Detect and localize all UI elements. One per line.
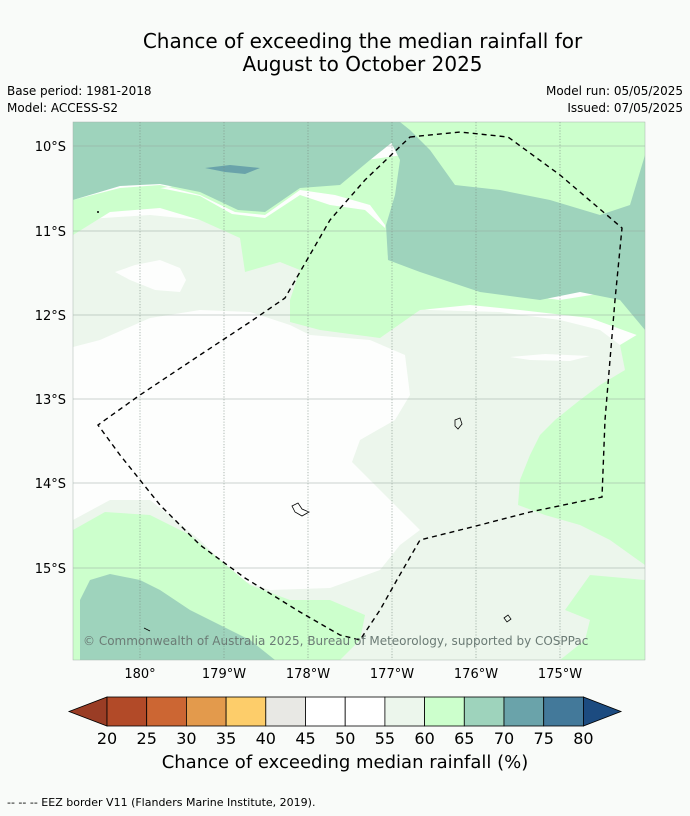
- lat-label-11s: 11°S: [35, 225, 66, 240]
- colorbar-tick-60: 60: [414, 729, 434, 748]
- band-50-55-patch-south: [285, 518, 340, 558]
- colorbar-segment-3: [225, 696, 267, 727]
- island-southeast: [503, 614, 512, 623]
- band-60-65-southeast: [560, 575, 645, 660]
- band-65-70-north: [235, 122, 645, 330]
- colorbar-over-arrow: [583, 696, 623, 727]
- gridlines: [139, 122, 561, 660]
- colorbar-tick-30: 30: [176, 729, 196, 748]
- colorbar-tick-75: 75: [534, 729, 554, 748]
- colorbar-tick-70: 70: [494, 729, 514, 748]
- model-run: Model run: 05/05/2025: [545, 84, 683, 98]
- colorbar-tick-65: 65: [454, 729, 474, 748]
- colorbar-segment-1: [146, 696, 187, 727]
- colorbar-segment-8: [424, 696, 465, 727]
- copyright-text: © Commonwealth of Australia 2025, Bureau…: [83, 634, 588, 648]
- lat-label-13s: 13°S: [35, 393, 66, 408]
- band-70-75-patch: [205, 165, 260, 174]
- lon-label-180: 180°: [124, 667, 155, 682]
- latitude-labels: 10°S 11°S 12°S 13°S 14°S 15°S: [35, 140, 66, 577]
- island-central: [291, 502, 310, 517]
- eez-footnote: -- -- -- EEZ border V11 (Flanders Marine…: [7, 796, 316, 809]
- band-65-70-southwest: [80, 574, 275, 660]
- colorbar-tick-25: 25: [137, 729, 157, 748]
- model-name: Model: ACCESS-S2: [7, 101, 119, 115]
- meta-left: Base period: 1981-2018 Model: ACCESS-S2: [7, 83, 152, 117]
- colorbar-segment-0: [106, 696, 148, 727]
- colorbar: 20 25 30 35 40 45 50 55 60 65 70 75 80: [67, 696, 623, 748]
- map-frame: [72, 121, 646, 661]
- longitude-labels: 180° 179°W 178°W 177°W 176°W 175°W: [124, 667, 582, 682]
- eez-dot: [97, 211, 99, 213]
- lat-label-15s: 15°S: [35, 562, 66, 577]
- colorbar-label: Chance of exceeding median rainfall (%): [161, 752, 529, 773]
- band-60-65-middle: [73, 188, 645, 338]
- eez-border: [97, 131, 623, 641]
- colorbar-segment-2: [185, 696, 227, 727]
- colorbar-under-arrow: [67, 696, 108, 727]
- colorbar-segment-4: [265, 696, 306, 727]
- title-line-1: Chance of exceeding the median rainfall …: [142, 29, 583, 53]
- band-50-55-patch-east: [510, 354, 590, 361]
- lon-label-177w: 177°W: [370, 667, 414, 682]
- lat-label-10s: 10°S: [35, 140, 66, 155]
- issued-date: Issued: 07/05/2025: [567, 101, 683, 115]
- band-55-60: [73, 215, 645, 660]
- title-line-2: August to October 2025: [242, 52, 483, 76]
- lon-label-178w: 178°W: [286, 667, 330, 682]
- lon-label-179w: 179°W: [202, 667, 246, 682]
- colorbar-tick-35: 35: [216, 729, 236, 748]
- colorbar-segment-7: [384, 696, 425, 727]
- colorbar-tick-20: 20: [97, 729, 117, 748]
- lon-label-176w: 176°W: [454, 667, 498, 682]
- colorbar-segment-6: [344, 696, 386, 727]
- colorbar-segment-5: [305, 696, 346, 727]
- island-north: [454, 417, 463, 430]
- colorbar-tick-80: 80: [573, 729, 593, 748]
- map-svg: © Commonwealth of Australia 2025, Bureau…: [35, 121, 646, 748]
- band-50-55-patch-west: [115, 260, 186, 292]
- map-area: [73, 122, 645, 660]
- colorbar-segment-9: [463, 696, 505, 727]
- colorbar-segment-10: [503, 696, 545, 727]
- island-southwest: [143, 627, 151, 632]
- map-title: Chance of exceeding the median rainfall …: [0, 30, 690, 76]
- meta-right: Model run: 05/05/2025 Issued: 07/05/2025: [546, 83, 683, 117]
- lat-label-14s: 14°S: [35, 477, 66, 492]
- latitude-lines: [73, 145, 645, 569]
- colorbar-tick-50: 50: [335, 729, 355, 748]
- lat-label-12s: 12°S: [35, 309, 66, 324]
- band-60-65-east: [518, 330, 645, 565]
- colorbar-segment-11: [543, 696, 584, 727]
- lon-label-175w: 175°W: [538, 667, 582, 682]
- colorbar-tick-45: 45: [295, 729, 315, 748]
- colorbar-tick-40: 40: [256, 729, 276, 748]
- base-period: Base period: 1981-2018: [7, 84, 152, 98]
- colorbar-tick-55: 55: [375, 729, 395, 748]
